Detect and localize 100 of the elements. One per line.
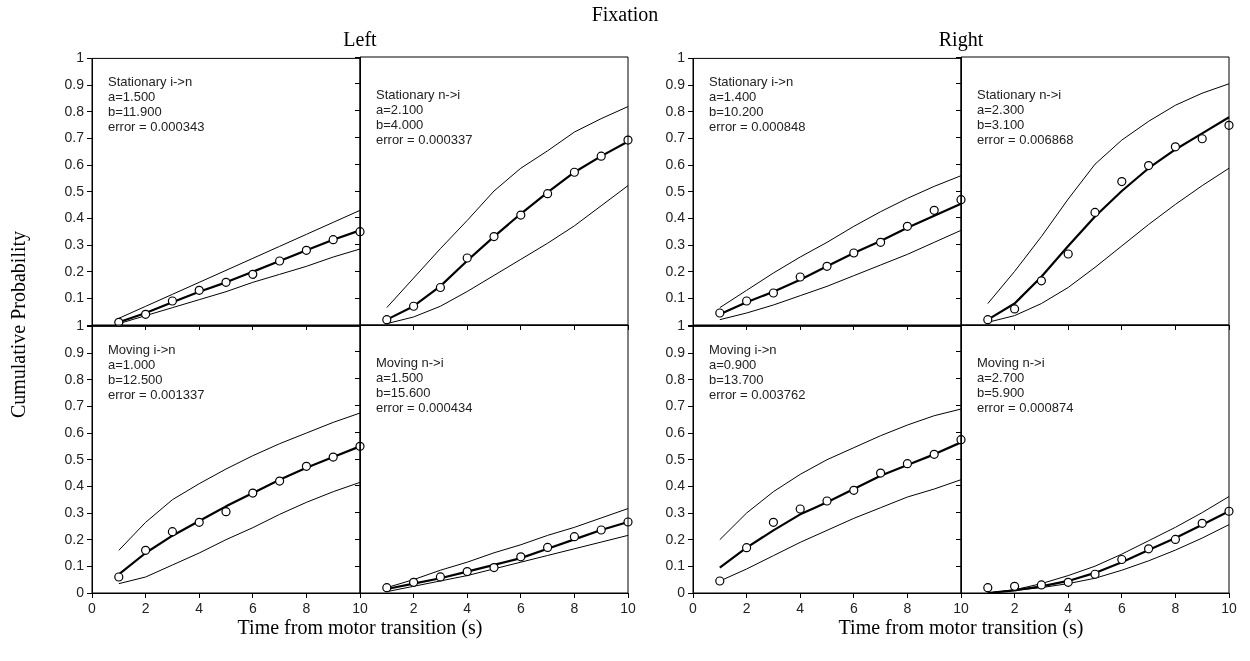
x-tick-label: 2 — [742, 600, 751, 617]
y-tick-label: 0.5 — [665, 182, 686, 199]
y-tick-label: 0.7 — [64, 129, 85, 146]
x-tick-label: 2 — [141, 600, 150, 617]
y-tick-label: 0.4 — [64, 477, 85, 494]
y-tick-label: 0 — [677, 583, 686, 600]
x-tick-label: 8 — [302, 600, 311, 617]
y-tick-label: 0.3 — [665, 235, 686, 252]
y-tick-label: 0.2 — [665, 262, 686, 279]
x-tick-label: 6 — [248, 600, 257, 617]
x-tick-label: 10 — [352, 600, 368, 617]
chart-subtitle: Left — [342, 28, 378, 51]
y-tick-label: 0.2 — [64, 262, 85, 279]
annotation: Moving i->n — [709, 341, 777, 357]
y-tick-label: 1 — [76, 317, 85, 334]
x-tick-label: 8 — [1171, 600, 1180, 617]
annotation: error = 0.000337 — [376, 131, 473, 147]
y-tick-label: 0.8 — [64, 370, 85, 387]
annotation: error = 0.006868 — [977, 131, 1074, 147]
y-tick-label: 0.7 — [665, 129, 686, 146]
annotation: b=13.700 — [709, 371, 764, 387]
x-tick-label: 10 — [953, 600, 969, 617]
x-tick-label: 0 — [689, 600, 698, 617]
x-tick-label: 6 — [516, 600, 525, 617]
y-tick-label: 0.8 — [665, 102, 686, 119]
y-tick-label: 0.1 — [665, 557, 686, 574]
y-tick-label: 0.8 — [64, 102, 85, 119]
annotation: Moving n->i — [977, 354, 1045, 370]
y-tick-label: 1 — [76, 49, 85, 66]
annotation: a=1.500 — [376, 369, 424, 385]
x-tick-label: 8 — [570, 600, 579, 617]
y-tick-label: 0.1 — [64, 289, 85, 306]
y-tick-label: 1 — [677, 49, 686, 66]
y-tick-label: 0.9 — [665, 343, 686, 360]
annotation: a=1.400 — [709, 88, 757, 104]
chart-subtitle: Right — [937, 28, 985, 51]
annotation: a=2.100 — [376, 101, 424, 117]
y-tick-label: 0.7 — [64, 397, 85, 414]
x-tick-label: 6 — [1117, 600, 1126, 617]
x-tick-label: 6 — [849, 600, 858, 617]
x-axis-title: Time from motor transition (s) — [236, 616, 484, 639]
y-tick-label: 1 — [677, 317, 686, 334]
x-tick-label: 8 — [903, 600, 912, 617]
x-tick-label: 4 — [195, 600, 204, 617]
x-tick-label: 10 — [620, 600, 636, 617]
annotation: b=11.900 — [108, 103, 162, 119]
y-tick-label: 0.6 — [64, 423, 85, 440]
annotation: b=5.900 — [977, 384, 1025, 400]
annotation: a=2.300 — [977, 101, 1025, 117]
chart-title: Fixation — [590, 3, 660, 26]
y-tick-label: 0.1 — [665, 289, 686, 306]
x-tick-label: 4 — [796, 600, 805, 617]
y-tick-label: 0.2 — [64, 530, 85, 547]
y-tick-label: 0.9 — [64, 75, 85, 92]
y-tick-label: 0.5 — [64, 182, 85, 199]
x-axis-title: Time from motor transition (s) — [837, 616, 1085, 639]
annotation: b=4.000 — [376, 116, 424, 132]
x-tick-label: 0 — [88, 600, 97, 617]
annotation: b=15.600 — [376, 384, 431, 400]
y-tick-label: 0.4 — [665, 209, 686, 226]
y-tick-label: 0.2 — [665, 530, 686, 547]
annotation: b=3.100 — [977, 116, 1025, 132]
x-tick-label: 4 — [1064, 600, 1073, 617]
annotation: a=0.900 — [709, 356, 757, 372]
y-tick-label: 0.6 — [64, 155, 85, 172]
y-tick-label: 0.5 — [64, 450, 85, 467]
annotation: a=1.500 — [108, 88, 156, 104]
annotation: error = 0.000343 — [108, 118, 205, 134]
y-tick-label: 0.4 — [64, 209, 85, 226]
annotation: Moving n->i — [376, 354, 444, 370]
annotation: error = 0.000434 — [376, 399, 473, 415]
y-tick-label: 0.3 — [665, 503, 686, 520]
annotation: b=12.500 — [108, 371, 163, 387]
annotation: Stationary n->i — [977, 86, 1062, 102]
y-tick-label: 0.5 — [665, 450, 686, 467]
y-tick-label: 0.8 — [665, 370, 686, 387]
annotation: b=10.200 — [709, 103, 764, 119]
y-tick-label: 0.7 — [665, 397, 686, 414]
annotation: Stationary i->n — [108, 73, 193, 89]
annotation: error = 0.000874 — [977, 399, 1074, 415]
y-axis-title: Cumulative Probability — [6, 229, 30, 421]
y-tick-label: 0 — [76, 583, 85, 600]
annotation: Moving i->n — [108, 341, 176, 357]
annotation: error = 0.003762 — [709, 386, 806, 402]
annotation: Stationary i->n — [709, 73, 794, 89]
x-tick-label: 4 — [463, 600, 472, 617]
y-tick-label: 0.9 — [64, 343, 85, 360]
y-tick-label: 0.6 — [665, 423, 686, 440]
y-tick-label: 0.9 — [665, 75, 686, 92]
x-tick-label: 10 — [1221, 600, 1237, 617]
y-tick-label: 0.1 — [64, 557, 85, 574]
annotation: a=1.000 — [108, 356, 156, 372]
y-tick-label: 0.3 — [64, 235, 85, 252]
y-tick-label: 0.3 — [64, 503, 85, 520]
y-tick-label: 0.6 — [665, 155, 686, 172]
x-tick-label: 2 — [409, 600, 418, 617]
annotation: error = 0.001337 — [108, 386, 205, 402]
y-tick-label: 0.4 — [665, 477, 686, 494]
annotation: a=2.700 — [977, 369, 1025, 385]
x-tick-label: 2 — [1010, 600, 1019, 617]
